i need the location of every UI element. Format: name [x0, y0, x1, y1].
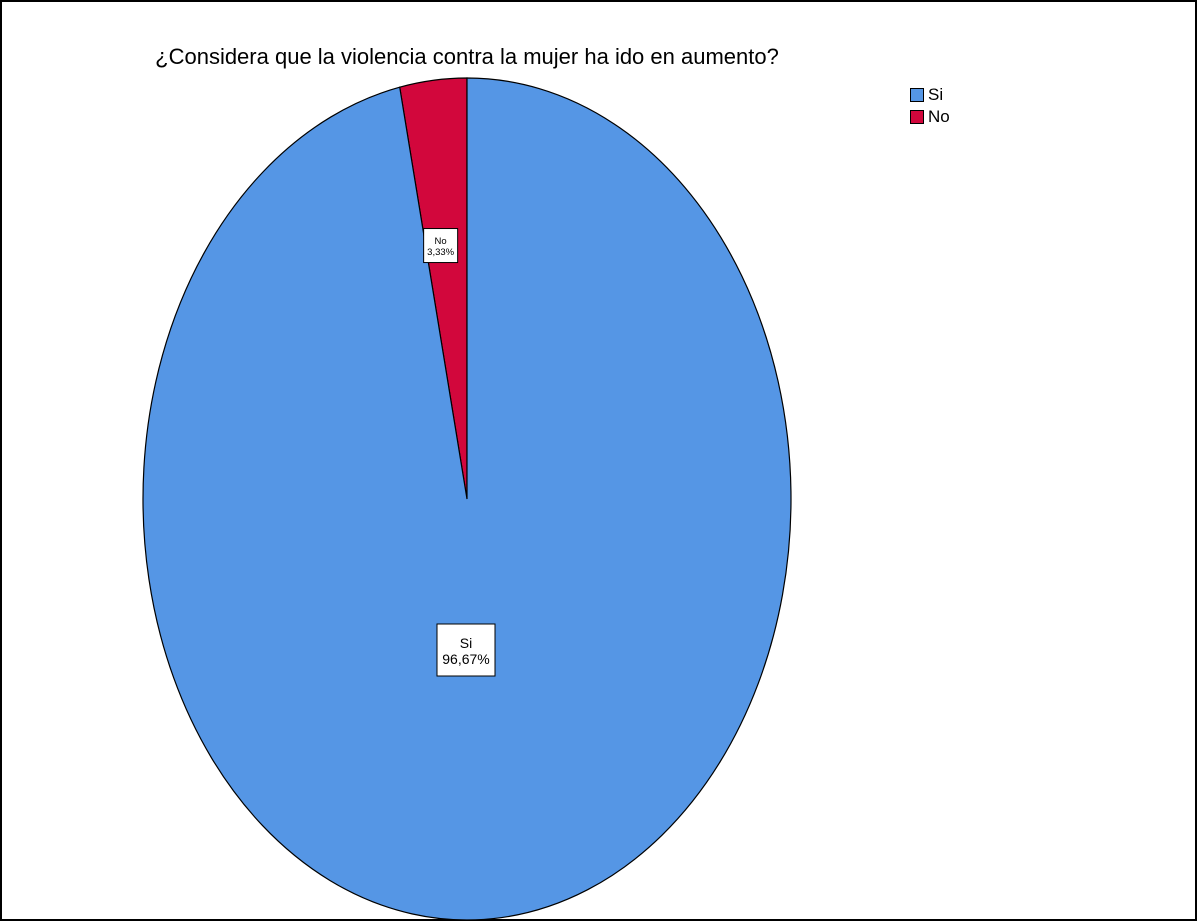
data-label-category-si: Si: [460, 635, 472, 651]
data-label-box-si: [436, 623, 496, 677]
pie-slice-si: [142, 77, 792, 921]
chart-title: ¿Considera que la violencia contra la mu…: [155, 44, 779, 69]
legend-label-si: Si: [928, 85, 944, 104]
legend-item-no: No: [910, 106, 950, 128]
data-label-box-no: [423, 228, 459, 264]
data-label-no: No3,33%: [423, 228, 459, 264]
legend-label-no: No: [928, 107, 950, 126]
data-label-category-no: No: [435, 236, 447, 247]
data-label-value-no: 3,33%: [427, 247, 454, 258]
legend-swatch-no: [910, 110, 924, 124]
legend: Si No: [910, 84, 950, 128]
data-label-value-si: 96,67%: [442, 651, 489, 667]
legend-item-si: Si: [910, 84, 950, 106]
legend-swatch-si: [910, 88, 924, 102]
